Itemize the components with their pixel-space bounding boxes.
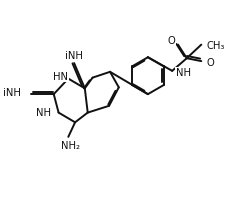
Text: iNH: iNH — [3, 88, 21, 98]
Text: NH: NH — [36, 108, 51, 118]
Text: O: O — [205, 58, 213, 68]
Text: HN: HN — [53, 72, 68, 82]
Text: CH₃: CH₃ — [205, 41, 224, 51]
Text: NH₂: NH₂ — [60, 141, 79, 151]
Text: iNH: iNH — [65, 51, 83, 61]
Text: O: O — [167, 36, 174, 46]
Text: NH: NH — [175, 68, 190, 78]
